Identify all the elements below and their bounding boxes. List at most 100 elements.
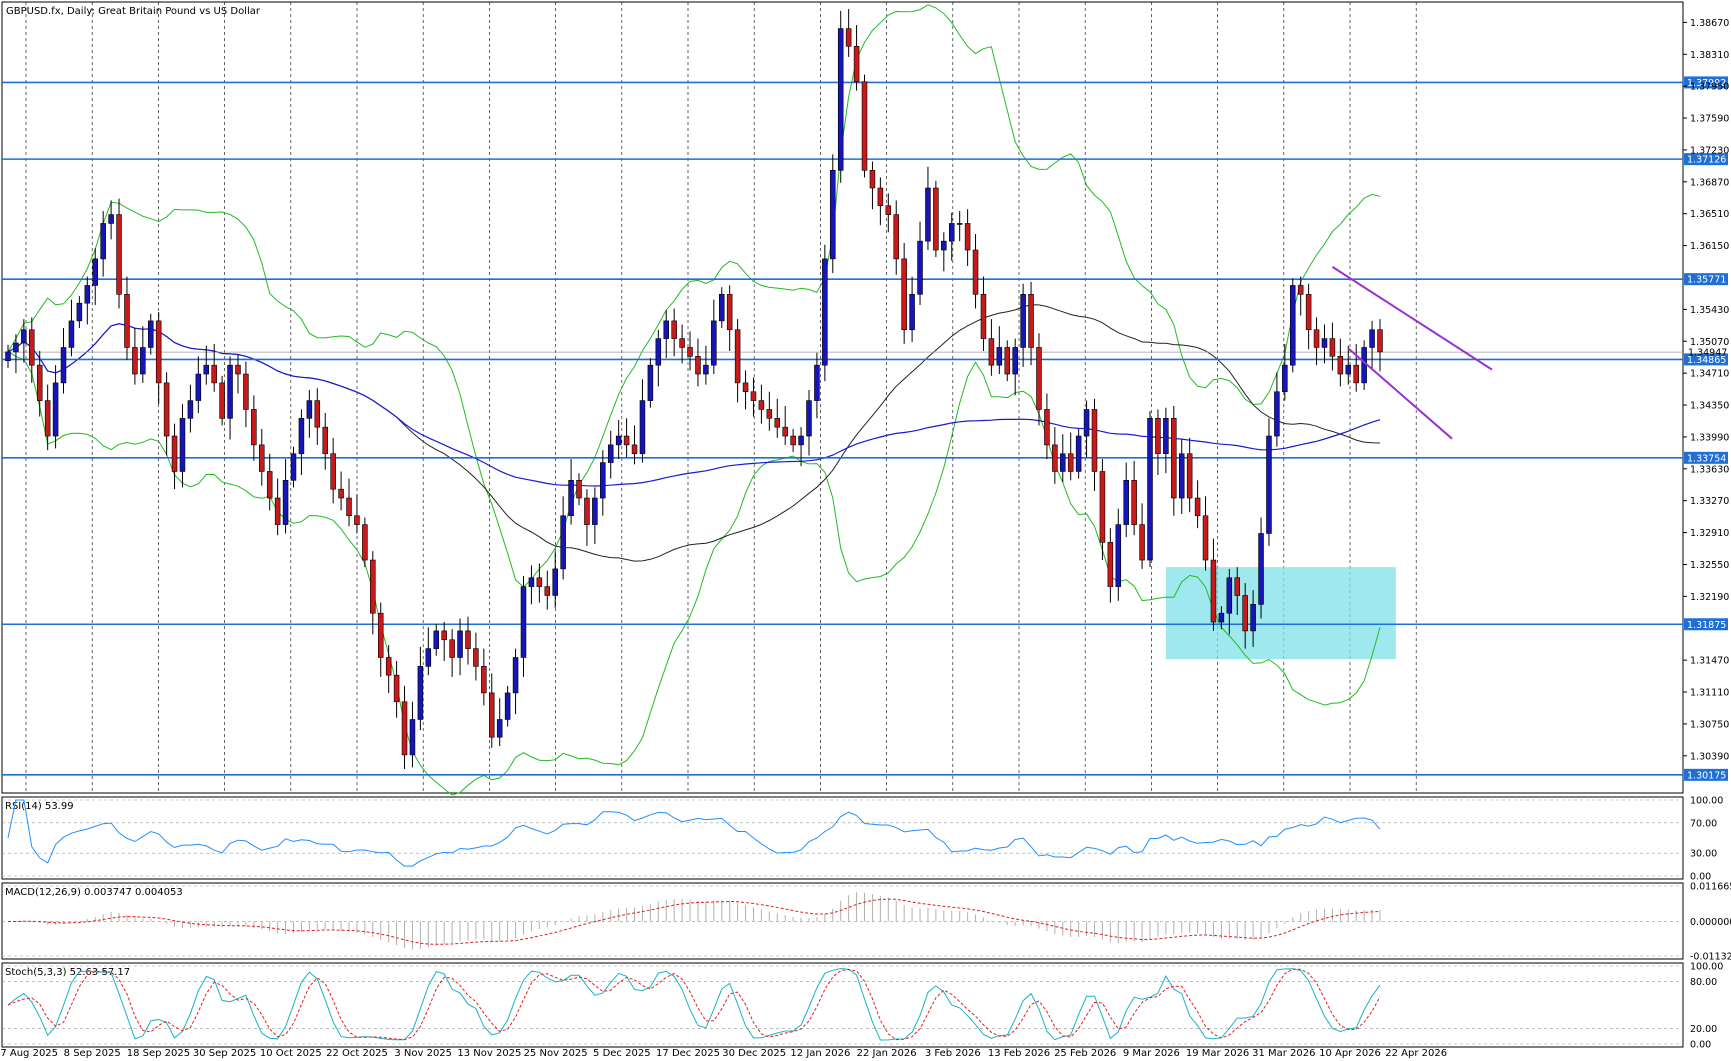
candle-body [917, 240, 923, 295]
candle-body [933, 187, 939, 251]
candle-body [314, 400, 321, 428]
price-label: 1.36150 [1690, 241, 1729, 252]
price-axis: 1.38670 1.38310 1.37950 1.37590 1.37230 1.368… [1683, 18, 1731, 1051]
candle-body [552, 568, 558, 596]
candle-body [726, 294, 733, 331]
candle-body [282, 480, 289, 525]
candle-body [1075, 435, 1082, 472]
candle-body [1004, 347, 1011, 375]
candle-body [425, 648, 432, 667]
horizontal-levels[interactable]: 1.37992 1.37126 1.35771 1.34865 1.33754 1.318… [2, 76, 1728, 781]
date-label: 13 Feb 2026 [988, 1048, 1050, 1059]
stochastic-pane[interactable]: Stoch(5,3,3) 52.63 57.17 [1, 962, 1684, 1048]
candle-body [520, 586, 527, 658]
osc-level-label: 0.00 [1690, 872, 1711, 883]
candle-body [623, 435, 630, 446]
demand-zone [1165, 567, 1396, 660]
price-label: 1.32550 [1690, 560, 1729, 571]
candle-body [615, 435, 622, 446]
macd-pane-frame [1, 882, 1684, 960]
candle-body [290, 453, 297, 481]
current-price-label: 1.34947 [1688, 348, 1727, 359]
candle-body [948, 223, 955, 242]
candle-body [845, 28, 852, 47]
candle-body [21, 329, 27, 344]
candle-body [147, 320, 154, 348]
candle-body [219, 382, 225, 419]
candle-body [195, 373, 202, 401]
candle-body [806, 400, 812, 437]
candle-body [108, 214, 114, 224]
price-label: 1.31470 [1690, 656, 1729, 667]
date-label: 30 Dec 2025 [722, 1048, 786, 1059]
osc-level-label: 100.00 [1690, 962, 1723, 973]
candle-body [679, 338, 685, 348]
candle-body [322, 426, 328, 455]
candle-body [84, 285, 91, 304]
price-label: 1.32910 [1690, 528, 1729, 539]
candle-body [861, 81, 868, 171]
price-level-tag [1684, 353, 1728, 366]
candle-body [1282, 364, 1288, 393]
candle-body [163, 382, 170, 437]
candle-body [251, 409, 257, 446]
candle-body [13, 342, 19, 353]
date-label: 31 Mar 2026 [1252, 1048, 1315, 1059]
date-label: 10 Oct 2025 [260, 1048, 322, 1059]
candle-body [449, 639, 455, 658]
date-label: 22 Jan 2026 [857, 1048, 917, 1059]
candle-body [869, 169, 876, 189]
candle-body [1115, 524, 1122, 587]
candle-body [1107, 542, 1114, 587]
date-label: 13 Nov 2025 [457, 1048, 521, 1059]
price-level-tag [1684, 451, 1728, 464]
candle-body [956, 223, 963, 225]
candle-body [92, 258, 98, 286]
candle-body [132, 347, 138, 375]
candle-body [1369, 329, 1375, 348]
candle-body [1313, 329, 1320, 348]
candle-body [671, 320, 677, 339]
candle-body [187, 400, 194, 419]
candle-body [1067, 453, 1074, 472]
date-label: 22 Oct 2025 [326, 1048, 388, 1059]
channel-upper-line [1331, 266, 1493, 371]
candle-body [1044, 409, 1050, 446]
candle-body [837, 28, 844, 171]
candle-body [1131, 480, 1137, 525]
candle-body [798, 435, 804, 446]
candle-body [504, 692, 511, 720]
price-level-tag [1684, 618, 1728, 631]
candle-body [1297, 285, 1304, 295]
price-label: 1.38670 [1690, 18, 1729, 29]
rsi-pane[interactable]: RSI(14) 53.99 [1, 796, 1684, 880]
candle-body [536, 577, 543, 587]
candle-body [663, 320, 670, 339]
macd-pane[interactable]: MACD(12,26,9) 0.003747 0.004053 [1, 882, 1684, 960]
price-label: 1.38310 [1690, 50, 1729, 61]
price-label: 1.31110 [1690, 688, 1729, 699]
candle-body [1178, 453, 1185, 499]
candle-body [1099, 471, 1106, 543]
descending-channel[interactable] [1331, 266, 1493, 440]
price-label: 1.30750 [1690, 719, 1729, 730]
candle-body [473, 648, 479, 667]
candle-body [758, 400, 765, 410]
candle-body [306, 400, 313, 419]
candle-body [1123, 480, 1129, 525]
candle-body [140, 347, 146, 375]
candle-body [481, 666, 487, 694]
candle-body [790, 435, 796, 446]
date-label: 18 Sep 2025 [127, 1048, 190, 1059]
candle-body [631, 444, 638, 455]
candle-body [100, 223, 106, 260]
candle-body [44, 400, 51, 437]
date-label: 19 Mar 2026 [1186, 1048, 1249, 1059]
candle-body [1091, 409, 1098, 472]
price-label: 1.30390 [1690, 751, 1729, 762]
candle-body [941, 240, 947, 251]
candle-body [298, 418, 305, 455]
channel-lower-line [1347, 347, 1453, 440]
